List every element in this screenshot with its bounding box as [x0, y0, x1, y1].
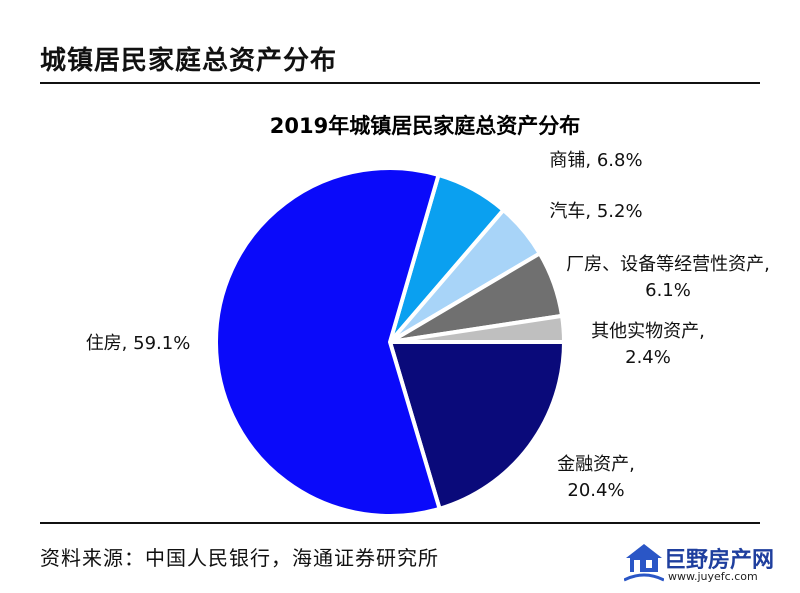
- watermark-url: www.juyefc.com: [668, 570, 758, 583]
- slice-label-other: 其他实物资产, 2.4%: [591, 321, 705, 368]
- slice-label-commercial: 商铺, 6.8%: [549, 150, 642, 171]
- bottom-rule: [40, 522, 760, 524]
- house-logo-icon: [624, 544, 664, 582]
- slice-label-financial: 金融资产, 20.4%: [557, 454, 635, 501]
- watermark: 巨野房产网 www.juyefc.com: [624, 540, 784, 586]
- pie-slice-financial: [388, 340, 566, 511]
- pie-slice-housing: [214, 166, 442, 518]
- slice-label-housing: 住房, 59.1%: [86, 333, 191, 354]
- slice-labels: 住房, 59.1% 商铺, 6.8% 汽车, 5.2% 厂房、设备等经营性资产, 6.1…: [86, 150, 770, 501]
- watermark-name: 巨野房产网: [664, 548, 775, 573]
- page-title: 城镇居民家庭总资产分布: [40, 46, 338, 76]
- chart-title: 2019年城镇居民家庭总资产分布: [270, 114, 580, 138]
- source-note: 资料来源：中国人民银行，海通证券研究所: [40, 546, 439, 570]
- slice-label-car: 汽车, 5.2%: [549, 201, 642, 222]
- top-rule: [40, 82, 760, 84]
- pie-slices: [214, 166, 567, 518]
- slice-label-plant: 厂房、设备等经营性资产, 6.1%: [566, 254, 770, 301]
